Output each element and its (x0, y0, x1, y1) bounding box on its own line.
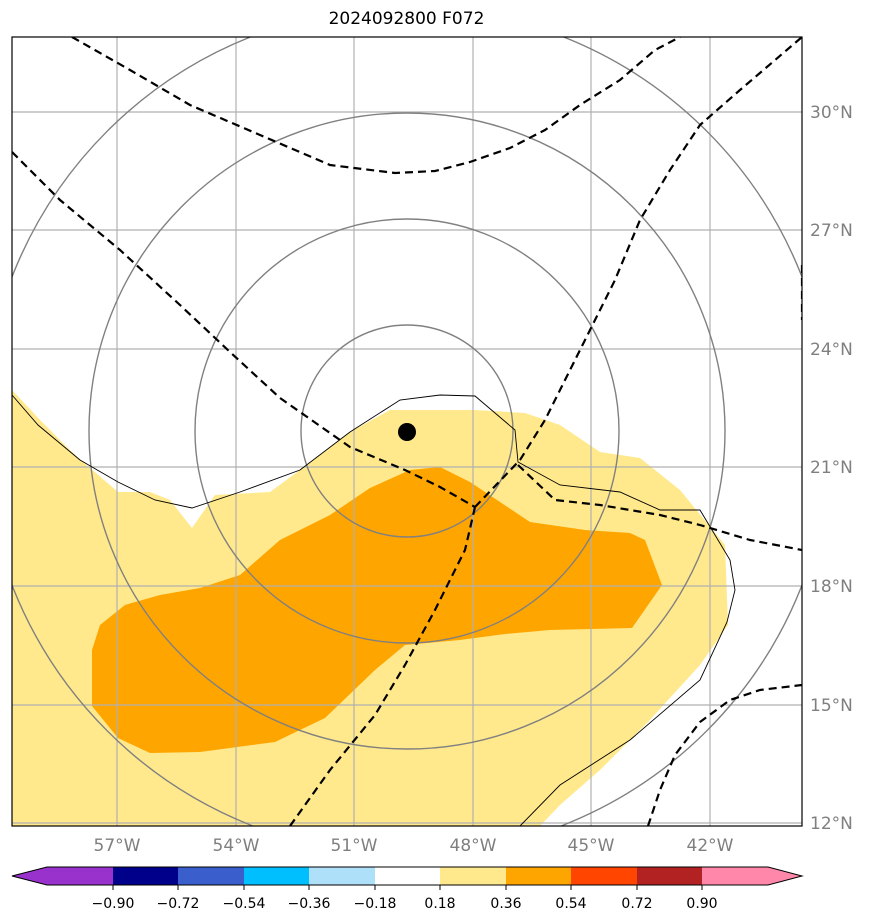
colorbar: −0.90 −0.72 −0.54 −0.36 −0.18 0.18 0.36 … (11, 866, 804, 912)
lat-label: 15°N (810, 696, 853, 716)
colorbar-tick: 0.18 (424, 896, 455, 912)
lat-label: 12°N (810, 814, 853, 834)
colorbar-outline (11, 866, 804, 886)
lon-label: 42°W (687, 836, 734, 856)
colorbar-tick: −0.18 (354, 896, 397, 912)
colorbar-segment (12, 867, 47, 885)
longitude-labels: 57°W 54°W 51°W 48°W 45°W 42°W (94, 836, 734, 856)
colorbar-tick: 0.36 (490, 896, 521, 912)
lat-label: 24°N (810, 340, 853, 360)
lon-label: 45°W (568, 836, 615, 856)
gridlines (12, 37, 802, 826)
colorbar-tick: −0.72 (157, 896, 200, 912)
lat-label: 30°N (810, 103, 853, 123)
orange-region (92, 467, 662, 753)
storm-center-marker (398, 423, 416, 441)
lon-label: 57°W (94, 836, 141, 856)
colorbar-tick: 0.54 (555, 896, 586, 912)
colorbar-segment (506, 867, 571, 885)
colorbar-tick: 0.90 (686, 896, 717, 912)
colorbar-segment (244, 867, 309, 885)
colorbar-segment (440, 867, 506, 885)
colorbar-segment (571, 867, 637, 885)
colorbar-segment (768, 867, 802, 885)
colorbar-segment (47, 867, 113, 885)
colorbar-tick: −0.90 (92, 896, 135, 912)
lat-label: 21°N (810, 458, 853, 478)
dashed-contours (12, 37, 802, 826)
lat-label: 27°N (810, 221, 853, 241)
colorbar-segment (113, 867, 178, 885)
colorbar-tick: 0.72 (621, 896, 652, 912)
colorbar-tick: −0.54 (223, 896, 266, 912)
lon-label: 54°W (213, 836, 260, 856)
lat-label: 18°N (810, 577, 853, 597)
colorbar-segment (702, 867, 768, 885)
latitude-labels: 30°N 27°N 24°N 21°N 18°N 15°N 12°N (810, 103, 853, 834)
colorbar-segment (375, 867, 440, 885)
colorbar-segment (637, 867, 702, 885)
map-title: 2024092800 F072 (328, 9, 485, 29)
distance-circles (12, 37, 802, 826)
colorbar-segment (309, 867, 375, 885)
lon-label: 48°W (450, 836, 497, 856)
thin-contour-line (12, 394, 736, 826)
map-frame (11, 36, 803, 827)
lon-label: 51°W (331, 836, 378, 856)
colorbar-tick: −0.36 (288, 896, 331, 912)
colorbar-segment (178, 867, 244, 885)
